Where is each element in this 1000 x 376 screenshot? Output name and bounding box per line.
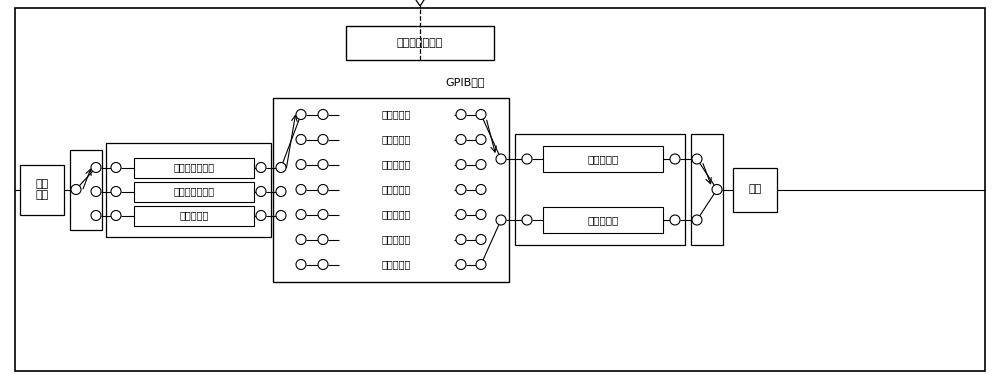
Text: 第二放大器: 第二放大器: [587, 215, 619, 225]
Text: 第一陷波器: 第一陷波器: [382, 109, 411, 120]
Circle shape: [476, 135, 486, 144]
Circle shape: [712, 185, 722, 194]
Circle shape: [522, 154, 532, 164]
Bar: [134, 158, 254, 177]
Text: 第一高通滤波器: 第一高通滤波器: [173, 162, 215, 173]
Circle shape: [456, 109, 466, 120]
Circle shape: [522, 215, 532, 225]
Bar: [691, 134, 723, 245]
Circle shape: [670, 215, 680, 225]
Circle shape: [496, 154, 506, 164]
Circle shape: [111, 211, 121, 220]
Circle shape: [456, 235, 466, 244]
Circle shape: [296, 109, 306, 120]
Circle shape: [318, 159, 328, 170]
Text: 第二陷波器: 第二陷波器: [382, 135, 411, 144]
Circle shape: [456, 159, 466, 170]
Circle shape: [71, 185, 81, 194]
Text: 终端: 终端: [748, 185, 762, 194]
Circle shape: [476, 109, 486, 120]
Circle shape: [476, 259, 486, 270]
Bar: [20, 165, 64, 214]
Bar: [733, 167, 777, 211]
Circle shape: [456, 135, 466, 144]
Text: 第四陷波器: 第四陷波器: [382, 185, 411, 194]
Text: 第二高通滤波器: 第二高通滤波器: [173, 186, 215, 197]
Circle shape: [91, 162, 101, 173]
Circle shape: [670, 154, 680, 164]
Polygon shape: [411, 0, 429, 6]
Text: 被检
信号: 被检 信号: [35, 179, 49, 200]
Text: GPIB总线: GPIB总线: [445, 77, 484, 87]
Circle shape: [296, 185, 306, 194]
Circle shape: [318, 109, 328, 120]
Text: 第七陷波器: 第七陷波器: [382, 259, 411, 270]
Circle shape: [318, 209, 328, 220]
Text: 低通滤波器: 低通滤波器: [179, 211, 209, 220]
Circle shape: [456, 209, 466, 220]
Circle shape: [91, 211, 101, 220]
Circle shape: [476, 185, 486, 194]
Bar: [339, 253, 454, 276]
Text: 第三陷波器: 第三陷波器: [382, 159, 411, 170]
Circle shape: [91, 186, 101, 197]
Bar: [339, 153, 454, 176]
Circle shape: [476, 159, 486, 170]
Bar: [346, 26, 494, 60]
Circle shape: [111, 162, 121, 173]
Circle shape: [318, 259, 328, 270]
Circle shape: [456, 259, 466, 270]
Bar: [70, 150, 102, 229]
Circle shape: [256, 162, 266, 173]
Bar: [515, 134, 685, 245]
Bar: [475, 100, 507, 279]
Bar: [339, 103, 454, 126]
Bar: [311, 100, 471, 279]
Text: 第一放大器: 第一放大器: [587, 154, 619, 164]
Circle shape: [496, 215, 506, 225]
Circle shape: [256, 186, 266, 197]
Circle shape: [296, 235, 306, 244]
Circle shape: [692, 215, 702, 225]
Circle shape: [318, 135, 328, 144]
Circle shape: [276, 186, 286, 197]
Circle shape: [276, 211, 286, 220]
Text: 第五陷波器: 第五陷波器: [382, 209, 411, 220]
Circle shape: [476, 235, 486, 244]
Circle shape: [256, 211, 266, 220]
Circle shape: [318, 185, 328, 194]
Circle shape: [296, 159, 306, 170]
Bar: [543, 146, 663, 172]
Circle shape: [296, 209, 306, 220]
Bar: [339, 129, 454, 150]
Bar: [134, 182, 254, 202]
Bar: [339, 203, 454, 226]
Bar: [275, 150, 307, 229]
Circle shape: [476, 209, 486, 220]
Circle shape: [296, 259, 306, 270]
Circle shape: [318, 235, 328, 244]
Circle shape: [456, 185, 466, 194]
Bar: [106, 143, 271, 237]
Circle shape: [692, 154, 702, 164]
Bar: [273, 97, 509, 282]
Text: 第六陷波器: 第六陷波器: [382, 235, 411, 244]
Circle shape: [111, 186, 121, 197]
Bar: [134, 206, 254, 226]
Bar: [543, 207, 663, 233]
Circle shape: [296, 135, 306, 144]
Bar: [339, 229, 454, 250]
Text: 数字信号处理器: 数字信号处理器: [397, 38, 443, 48]
Bar: [339, 179, 454, 200]
Circle shape: [276, 162, 286, 173]
